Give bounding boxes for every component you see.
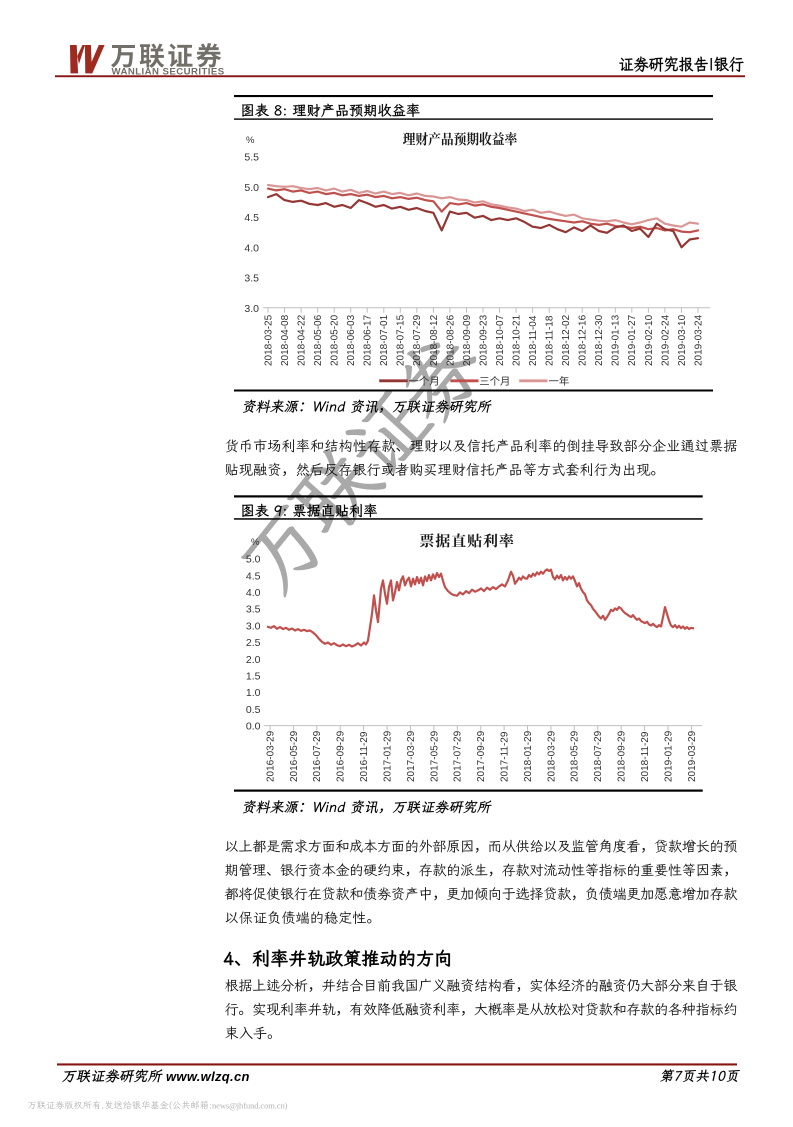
svg-text:2019-02-24: 2019-02-24 [660,314,671,366]
svg-text:2018-12-02: 2018-12-02 [561,314,572,366]
svg-text:2018-11-04: 2018-11-04 [528,315,539,366]
svg-text:2016-07-29: 2016-07-29 [312,730,323,782]
svg-text:2016-11-29: 2016-11-29 [359,731,370,782]
svg-text:4.5: 4.5 [244,212,259,224]
svg-text:2018-07-29: 2018-07-29 [412,314,423,366]
svg-text:%: % [251,537,260,548]
svg-text:2019-03-10: 2019-03-10 [677,314,688,366]
svg-text:2018-12-16: 2018-12-16 [578,314,589,366]
svg-text:0.0: 0.0 [246,721,261,733]
svg-text:2017-01-29: 2017-01-29 [383,730,394,782]
svg-text:2016-05-29: 2016-05-29 [289,730,300,782]
svg-text:2016-09-29: 2016-09-29 [336,730,347,782]
svg-text:2016-03-29: 2016-03-29 [265,730,276,782]
svg-text:2019-02-10: 2019-02-10 [644,314,655,366]
svg-text:2018-09-09: 2018-09-09 [462,314,473,366]
svg-text:2017-11-29: 2017-11-29 [500,731,511,782]
svg-text:2018-07-01: 2018-07-01 [379,314,390,366]
svg-text:2018-03-25: 2018-03-25 [263,314,274,366]
svg-text:2018-04-22: 2018-04-22 [297,314,308,366]
svg-text:2018-12-30: 2018-12-30 [594,314,605,366]
svg-text:2018-07-29: 2018-07-29 [593,730,604,782]
svg-text:2019-03-24: 2019-03-24 [693,314,704,366]
svg-text:2018-05-20: 2018-05-20 [330,314,341,366]
svg-text:2018-09-23: 2018-09-23 [478,314,489,366]
svg-text:2017-07-29: 2017-07-29 [453,730,464,782]
svg-text:2018-04-08: 2018-04-08 [280,314,291,366]
svg-text:2018-08-26: 2018-08-26 [445,314,456,366]
svg-text:%: % [246,135,255,146]
svg-text:2018-05-29: 2018-05-29 [570,730,581,782]
svg-text:2019-01-13: 2019-01-13 [611,314,622,366]
svg-text:2018-07-15: 2018-07-15 [396,314,407,366]
svg-text:2018-06-17: 2018-06-17 [363,314,374,366]
svg-text:2018-06-03: 2018-06-03 [346,314,357,366]
svg-text:2017-09-29: 2017-09-29 [476,730,487,782]
svg-text:2018-09-29: 2018-09-29 [617,730,628,782]
svg-text:1.0: 1.0 [246,687,261,699]
svg-text:4.0: 4.0 [246,587,261,599]
svg-text:3.0: 3.0 [246,620,261,632]
svg-text:2019-01-27: 2019-01-27 [627,314,638,366]
svg-text:0.5: 0.5 [246,704,261,716]
svg-text:2017-03-29: 2017-03-29 [406,730,417,782]
svg-text:2019-03-29: 2019-03-29 [687,730,698,782]
svg-text:2017-05-29: 2017-05-29 [429,730,440,782]
svg-text:2018-08-12: 2018-08-12 [429,314,440,366]
svg-text:2018-10-21: 2018-10-21 [512,314,523,366]
svg-text:2018-10-07: 2018-10-07 [495,314,506,366]
svg-text:2019-01-29: 2019-01-29 [663,730,674,782]
svg-text:3.5: 3.5 [246,604,261,616]
svg-text:1.5: 1.5 [246,671,261,683]
svg-text:news@jhfund.com.cn): news@jhfund.com.cn) [212,1100,288,1110]
svg-text:5.5: 5.5 [244,152,259,164]
svg-text:4.0: 4.0 [244,242,259,254]
svg-text:2018-11-29: 2018-11-29 [640,731,651,782]
svg-text:2018-05-06: 2018-05-06 [313,314,324,366]
svg-text:2018-03-29: 2018-03-29 [546,730,557,782]
svg-text:2018-11-18: 2018-11-18 [545,315,556,366]
svg-text:WANLIAN SECURITIES: WANLIAN SECURITIES [112,66,225,77]
svg-text:3.5: 3.5 [244,273,259,285]
svg-text:www.wlzq.cn: www.wlzq.cn [166,1069,250,1084]
svg-text:5.0: 5.0 [246,554,261,566]
svg-text:2.5: 2.5 [246,637,261,649]
svg-text:3.0: 3.0 [244,303,259,315]
svg-text:4.5: 4.5 [246,570,261,582]
svg-text:5.0: 5.0 [244,182,259,194]
svg-text:2018-01-29: 2018-01-29 [523,730,534,782]
svg-text:2.0: 2.0 [246,654,261,666]
